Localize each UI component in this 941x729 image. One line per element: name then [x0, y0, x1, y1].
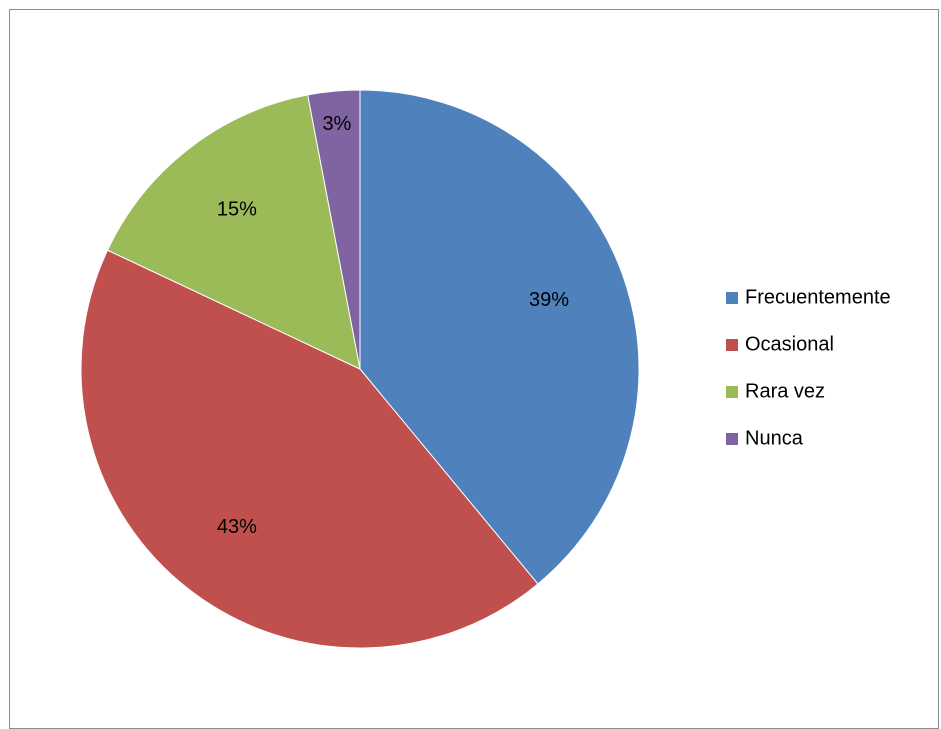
pie-slices: [80, 89, 640, 649]
legend: Frecuentemente Ocasional Rara vez Nunca: [726, 286, 891, 449]
data-label-rara-vez: 15%: [217, 199, 257, 221]
pie-data-labels: 39% 43% 15% 3%: [217, 113, 569, 538]
legend-label-rara-vez: Rara vez: [745, 380, 825, 402]
legend-swatch-nunca: [726, 433, 738, 445]
pie-slice-nunca: [307, 89, 361, 370]
data-label-ocasional: 43%: [217, 516, 257, 538]
legend-label-nunca: Nunca: [745, 427, 804, 449]
legend-swatch-frecuentemente: [726, 292, 738, 304]
data-label-frecuentemente: 39%: [529, 289, 569, 311]
legend-label-frecuentemente: Frecuentemente: [745, 286, 891, 308]
data-label-nunca: 3%: [322, 113, 351, 135]
legend-label-ocasional: Ocasional: [745, 333, 834, 355]
legend-swatch-ocasional: [726, 339, 738, 351]
legend-swatch-rara-vez: [726, 386, 738, 398]
pie-slice-rara-vez: [106, 94, 361, 370]
pie-slice-ocasional: [80, 249, 539, 649]
pie-slice-frecuentemente: [359, 89, 640, 585]
